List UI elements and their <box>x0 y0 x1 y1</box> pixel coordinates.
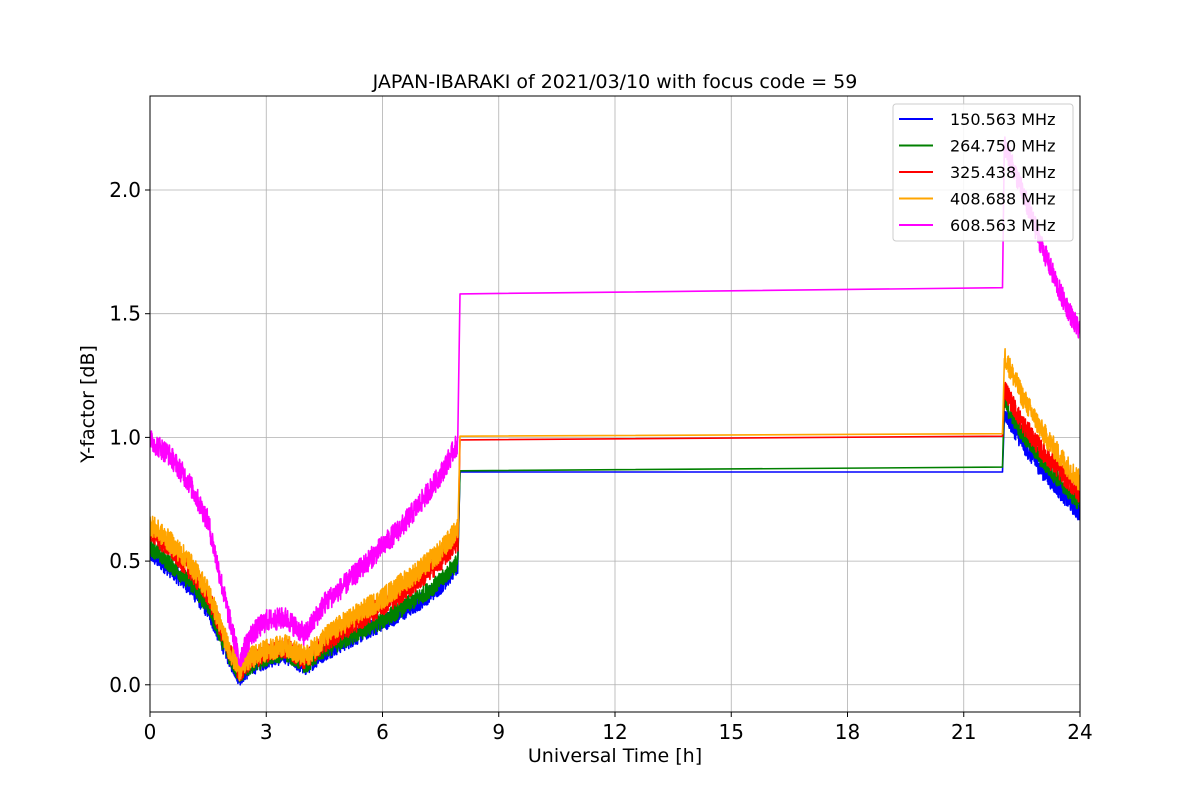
chart-title: JAPAN-IBARAKI of 2021/03/10 with focus c… <box>372 71 858 93</box>
y-tick-label: 1.5 <box>109 302 141 326</box>
x-tick-label: 24 <box>1067 720 1092 744</box>
x-tick-label: 0 <box>144 720 157 744</box>
legend-label: 408.688 MHz <box>950 190 1055 209</box>
legend-label: 150.563 MHz <box>950 110 1055 129</box>
x-tick-label: 12 <box>602 720 627 744</box>
x-tick-label: 9 <box>492 720 505 744</box>
legend-box <box>892 103 1074 242</box>
x-tick-label: 15 <box>719 720 744 744</box>
y-tick-label: 1.0 <box>109 425 141 449</box>
legend: 150.563 MHz 264.750 MHz 325.438 MHz 408.688… <box>892 103 1074 242</box>
x-tick-label: 21 <box>951 720 976 744</box>
y-tick-label: 0.0 <box>109 673 141 697</box>
legend-label: 325.438 MHz <box>950 163 1055 182</box>
x-tick-label: 18 <box>835 720 860 744</box>
x-axis-label: Universal Time [h] <box>528 745 702 767</box>
y-tick-label: 0.5 <box>109 549 141 573</box>
ticks: 0 3 6 9 12 15 18 21 24 0.0 0.5 1.0 1.5 2.0 <box>109 178 1093 744</box>
series-line-4 <box>150 348 1080 682</box>
x-tick-label: 6 <box>376 720 389 744</box>
legend-label: 264.750 MHz <box>950 137 1055 156</box>
x-tick-label: 3 <box>260 720 273 744</box>
y-axis-label: Y-factor [dB] <box>77 345 99 464</box>
y-tick-label: 2.0 <box>109 178 141 202</box>
legend-label: 608.563 MHz <box>950 216 1055 235</box>
